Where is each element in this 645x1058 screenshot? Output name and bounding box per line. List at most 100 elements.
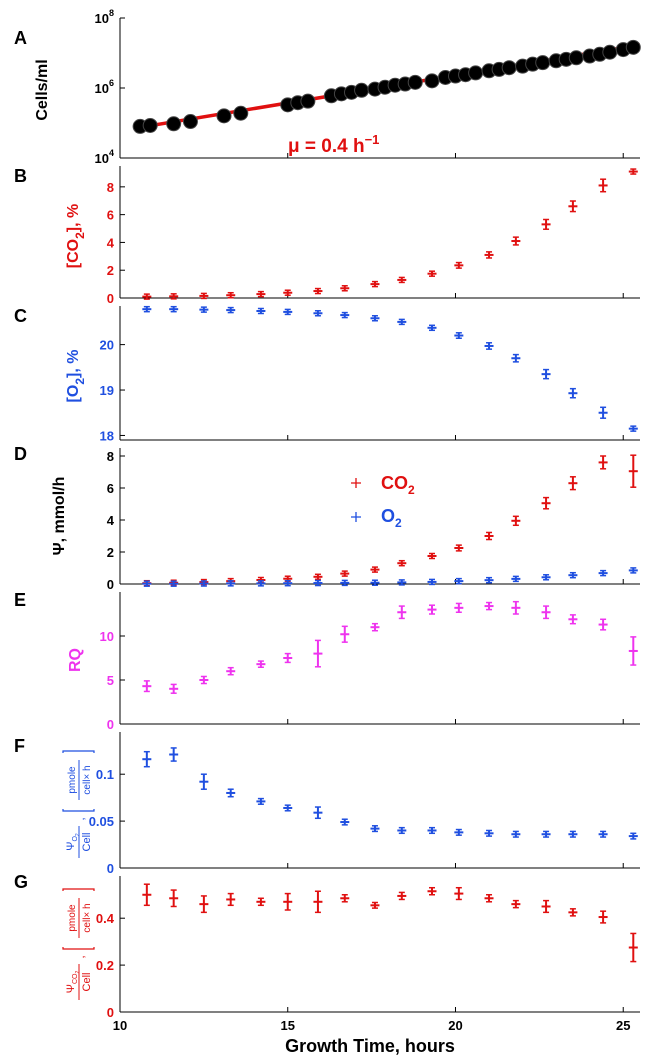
data-point [628, 454, 638, 488]
data-point [484, 894, 494, 903]
data-point [427, 270, 437, 277]
y-tick-label-f: 0 [107, 861, 114, 876]
svg-text:,: , [75, 817, 87, 820]
data-point [142, 883, 152, 907]
data-point [226, 580, 236, 587]
data-point [300, 93, 316, 109]
svg-text:ΨCO2: ΨCO2 [65, 971, 81, 994]
data-point [568, 571, 578, 579]
data-point [568, 614, 578, 625]
data-point [397, 559, 407, 567]
data-point [199, 675, 209, 685]
data-point [541, 574, 551, 581]
data-point [370, 280, 380, 288]
y-tick-label-g: 0.4 [96, 911, 115, 926]
y-tick-label-c: 19 [100, 383, 114, 398]
data-point [226, 892, 236, 907]
data-point [370, 315, 380, 322]
svg-text:Cell: Cell [81, 833, 93, 852]
svg-text:Cell: Cell [81, 973, 93, 992]
panel-d: 0 2 4 6 8 [107, 448, 640, 592]
data-point [226, 291, 236, 299]
data-point [199, 292, 209, 300]
data-point [424, 73, 440, 89]
data-point [511, 575, 521, 583]
data-point [354, 82, 370, 98]
data-point [628, 168, 638, 175]
panel-g: 0 0.2 0.4 [96, 876, 640, 1020]
panel-f: 0 0.05 0.1 [89, 732, 640, 876]
data-point [535, 55, 551, 71]
ylabel-d: Ψ, mmol/h [51, 477, 68, 556]
svg-text:cell× h: cell× h [82, 903, 93, 932]
data-point [427, 604, 437, 615]
x-tick-label: 10 [113, 1018, 127, 1033]
data-point [454, 332, 464, 340]
data-point [313, 579, 323, 587]
data-point [169, 683, 179, 694]
data-point [628, 832, 638, 840]
data-point [484, 829, 494, 837]
data-point [397, 826, 407, 835]
data-point [256, 290, 266, 298]
y-tick-label-f: 0.05 [89, 814, 114, 829]
y-tick-label-d: 4 [107, 513, 115, 528]
data-point [169, 305, 179, 313]
data-point [511, 899, 521, 909]
data-point [169, 580, 179, 587]
data-point [226, 306, 236, 314]
data-point [216, 108, 232, 124]
data-point [511, 353, 521, 363]
panel-e: 0 5 10 [100, 592, 640, 732]
data-point [427, 826, 437, 835]
data-point [501, 60, 517, 76]
panel-label-a: A [14, 28, 27, 48]
y-tick-label-b: 0 [107, 291, 114, 306]
y-tick-label-c: 20 [100, 338, 114, 353]
data-point [226, 666, 236, 676]
data-point [484, 531, 494, 541]
x-axis-label: Growth Time, hours [285, 1036, 455, 1056]
data-point [340, 894, 350, 903]
data-point [370, 825, 380, 833]
data-point [340, 570, 350, 577]
y-tick-label-a: 108 [95, 8, 114, 26]
data-point [598, 455, 608, 470]
data-point [568, 908, 578, 917]
y-tick-label-b: 4 [107, 235, 115, 250]
data-point [166, 116, 182, 132]
data-point [427, 324, 437, 332]
data-point [182, 114, 198, 130]
data-point [598, 178, 608, 193]
legend-d: CO2 O2 [351, 473, 415, 530]
data-point [568, 476, 578, 491]
data-point [283, 652, 293, 664]
data-point [541, 899, 551, 914]
data-point [199, 580, 209, 587]
y-tick-label-e: 5 [107, 673, 114, 688]
y-tick-label-d: 6 [107, 481, 114, 496]
data-point [598, 569, 608, 577]
data-point [340, 625, 350, 643]
panel-b: 0 2 4 6 8 [107, 166, 640, 306]
data-point [427, 578, 437, 586]
y-tick-label-e: 0 [107, 717, 114, 732]
data-point [484, 342, 494, 350]
y-tick-label-b: 6 [107, 208, 114, 223]
svg-text:pmole: pmole [67, 904, 78, 932]
data-point [541, 830, 551, 838]
data-point [142, 680, 152, 693]
data-point [256, 897, 266, 907]
data-point [625, 39, 641, 55]
data-point [598, 406, 608, 419]
data-point [511, 236, 521, 246]
panel-c: 18 19 20 [100, 305, 640, 443]
data-point [199, 895, 209, 914]
x-tick-label: 15 [281, 1018, 295, 1033]
data-point [283, 289, 293, 296]
data-point [568, 830, 578, 838]
data-point [397, 579, 407, 586]
data-point [340, 579, 350, 587]
data-point [313, 890, 323, 914]
data-point [511, 830, 521, 838]
